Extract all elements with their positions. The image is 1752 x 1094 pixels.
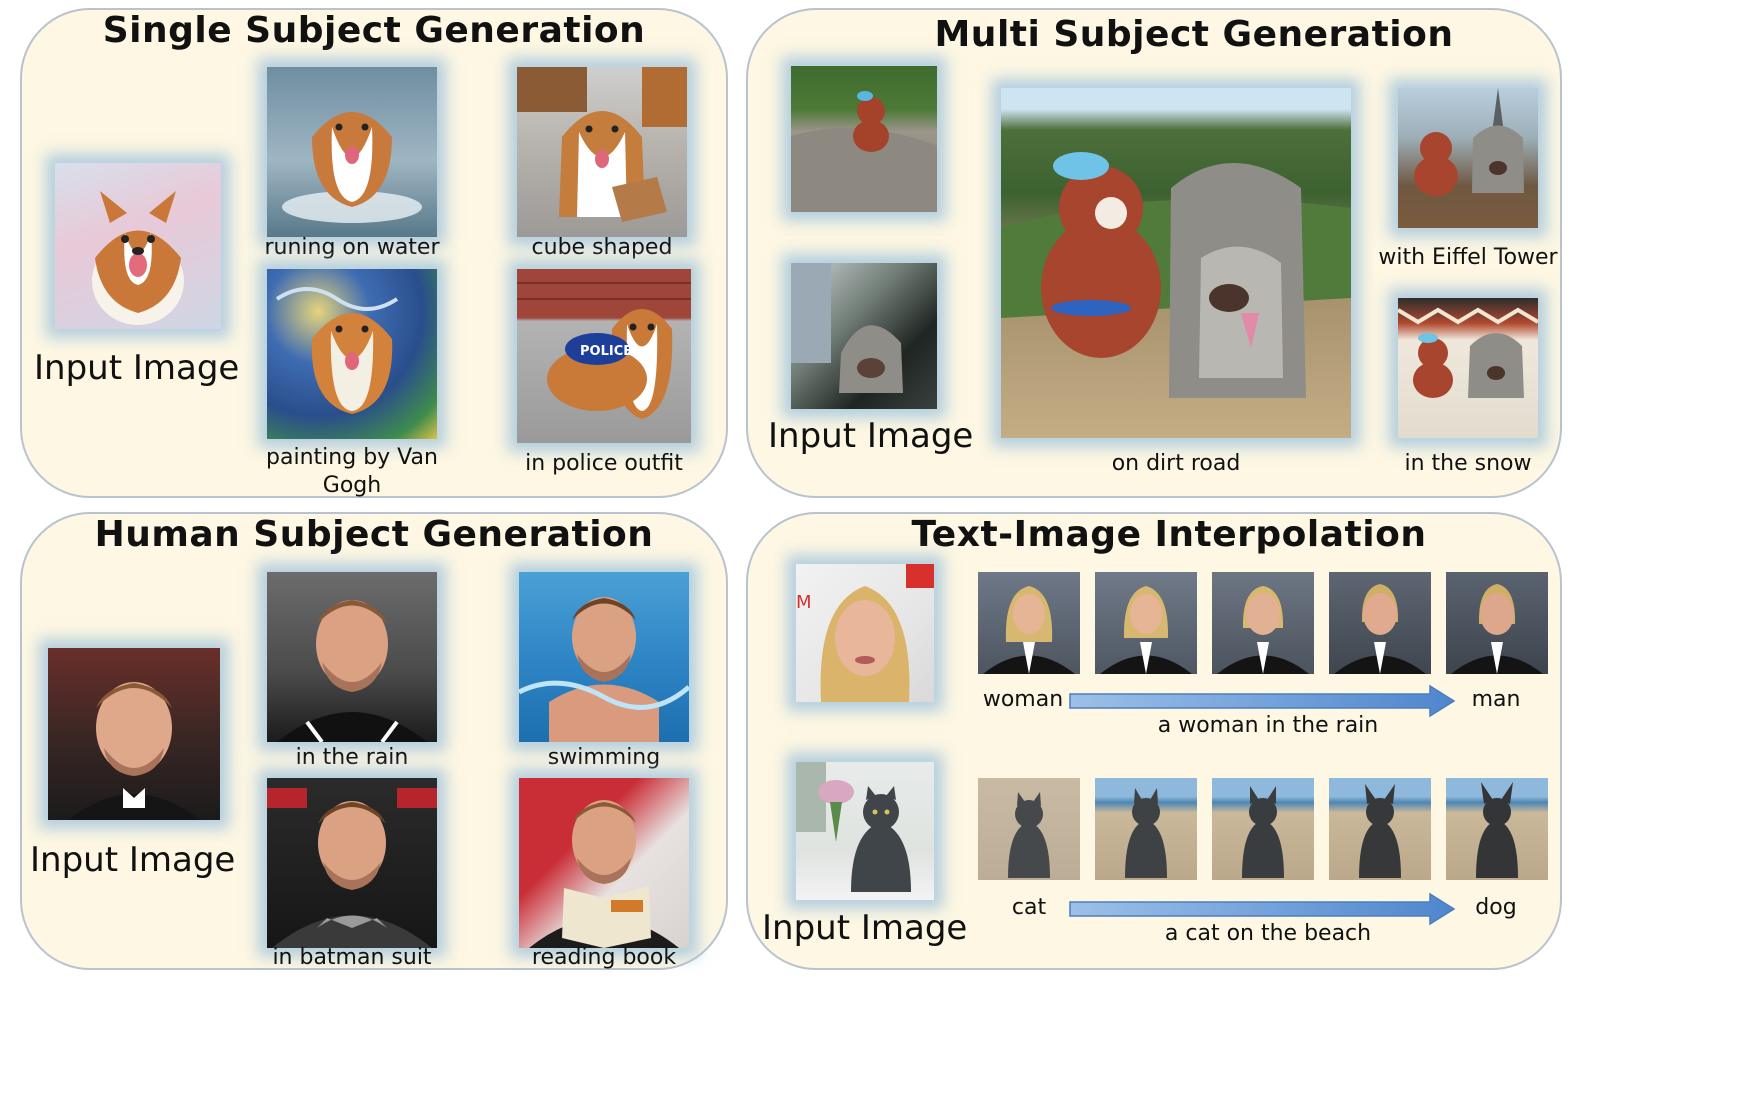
- interpolation-prompt: a cat on the beach: [1164, 921, 1372, 946]
- panel-title: Human Subject Generation: [94, 514, 654, 555]
- interpolation-start-label: cat: [1011, 895, 1047, 920]
- input-image-corgi: [55, 163, 221, 329]
- interpolation-frame-man-1: [1329, 572, 1431, 674]
- interpolation-arrow-icon: [1069, 892, 1456, 926]
- interpolation-end-label: man: [1471, 687, 1521, 712]
- input-image-woman: M: [796, 564, 934, 702]
- interpolation-frame-cat-2: [1095, 778, 1197, 880]
- input-image-label: Input Image: [34, 348, 240, 388]
- generated-man-swimming: [519, 572, 689, 742]
- single-subject-panel: Single Subject Generation Input Image ru…: [20, 8, 728, 498]
- caption: runing on water: [264, 235, 440, 260]
- svg-text:POLICE: POLICE: [580, 344, 632, 359]
- interpolation-frame-woman-1: [978, 572, 1080, 674]
- generated-corgi-vangogh: [267, 269, 437, 439]
- interpolation-frame-woman-2: [1095, 572, 1197, 674]
- caption: reading book: [531, 945, 677, 970]
- human-subject-panel: Human Subject Generation Input Image in …: [20, 512, 728, 970]
- generated-corgi-police: POLICE: [517, 269, 691, 443]
- caption: painting by Van Gogh: [266, 445, 438, 498]
- interpolation-frame-mid-2: [1212, 778, 1314, 880]
- caption: with Eiffel Tower: [1378, 245, 1558, 270]
- panel-title: Text-Image Interpolation: [911, 514, 1427, 555]
- input-image-label: Input Image: [762, 908, 968, 948]
- generated-dirt-road: [1001, 88, 1351, 438]
- interpolation-prompt: a woman in the rain: [1157, 713, 1379, 738]
- caption: in the snow: [1404, 451, 1532, 476]
- interpolation-end-label: dog: [1475, 895, 1517, 920]
- generated-eiffel-tower: [1398, 88, 1538, 228]
- interpolation-frame-mid: [1212, 572, 1314, 674]
- caption: cube shaped: [531, 235, 673, 260]
- input-image-man: [48, 648, 220, 820]
- interpolation-frame-cat-1: [978, 778, 1080, 880]
- input-image-teddy: [791, 66, 937, 212]
- interpolation-frame-dog-1: [1329, 778, 1431, 880]
- generated-corgi-water: [267, 67, 437, 237]
- svg-text:M: M: [796, 592, 812, 613]
- multi-subject-panel: Multi Subject Generation Input Image: [746, 8, 1562, 498]
- caption: in batman suit: [272, 945, 432, 970]
- interpolation-frame-dog-2: [1446, 778, 1548, 880]
- generated-in-snow: [1398, 298, 1538, 438]
- generated-corgi-cube: [517, 67, 687, 237]
- interpolation-panel: Text-Image Interpolation M Input Image: [746, 512, 1562, 970]
- panel-title: Single Subject Generation: [102, 10, 646, 51]
- input-image-label: Input Image: [768, 416, 974, 456]
- panel-title: Multi Subject Generation: [934, 14, 1454, 55]
- input-image-cat: [796, 762, 934, 900]
- interpolation-arrow-icon: [1069, 684, 1456, 718]
- input-image-backpack: [791, 263, 937, 409]
- caption: on dirt road: [1111, 451, 1241, 476]
- generated-man-rain: [267, 572, 437, 742]
- input-image-label: Input Image: [30, 840, 236, 880]
- caption: swimming: [547, 745, 661, 770]
- caption: in the rain: [295, 745, 409, 770]
- generated-man-batman: [267, 778, 437, 948]
- generated-man-reading: [519, 778, 689, 948]
- caption: in police outfit: [525, 451, 683, 476]
- interpolation-start-label: woman: [982, 687, 1064, 712]
- interpolation-frame-man-2: [1446, 572, 1548, 674]
